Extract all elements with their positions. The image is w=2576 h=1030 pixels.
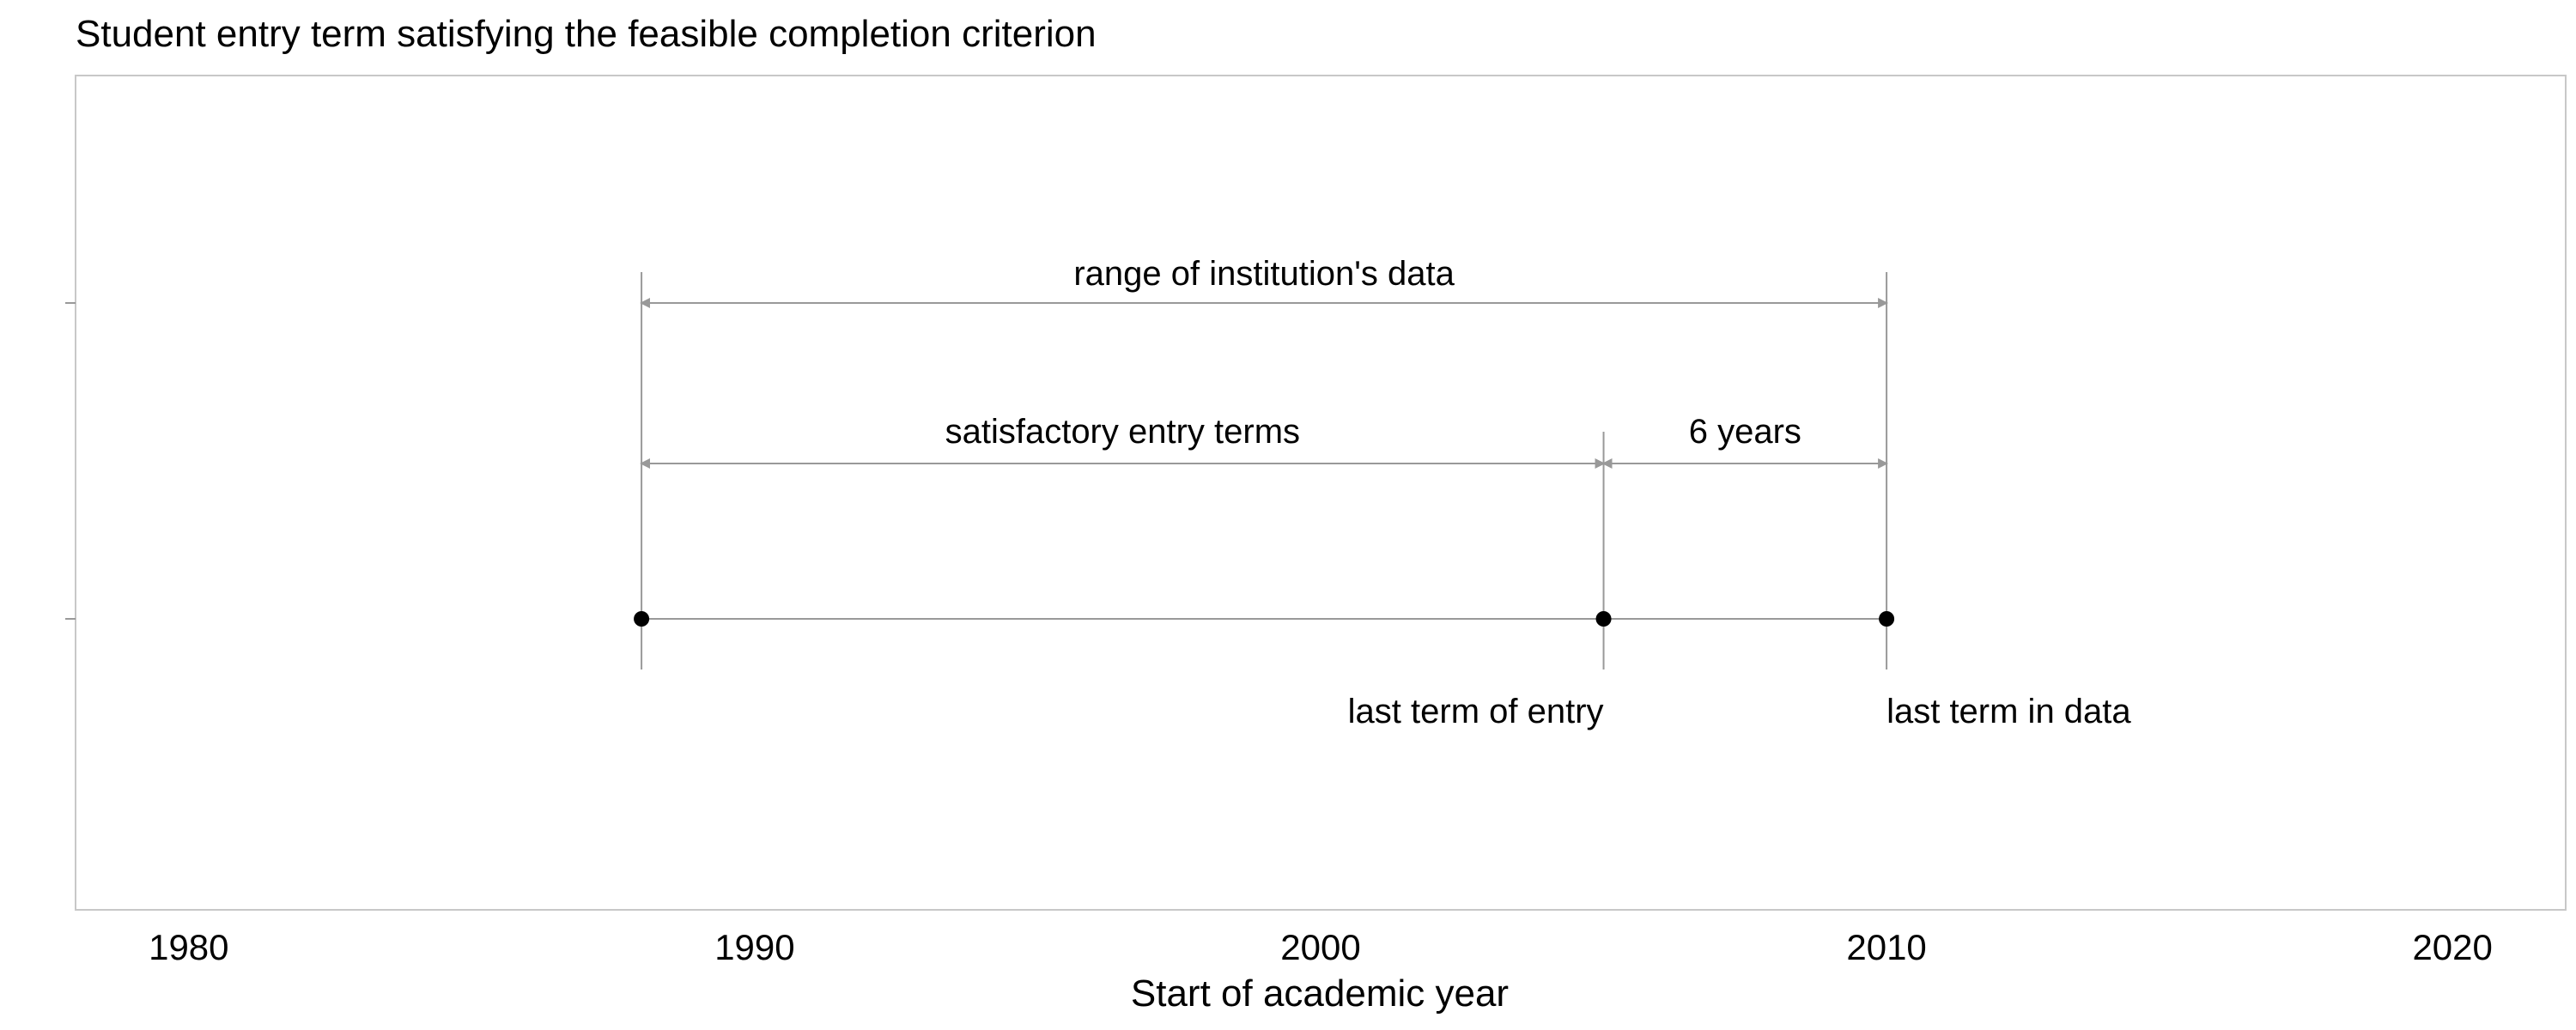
timeline-point	[634, 611, 650, 627]
x-axis-ticks: 1980 1990 2000 2010 2020	[149, 927, 2493, 967]
chart-title: Student entry term satisfying the feasib…	[76, 13, 1097, 55]
span-label: satisfactory entry terms	[945, 413, 1300, 451]
x-tick-label: 1990	[714, 927, 794, 967]
timeline-point	[1879, 611, 1895, 627]
chart-marks: range of institution's data satisfactory …	[634, 255, 2131, 730]
point-label: last term in data	[1886, 693, 2131, 730]
plot-frame	[75, 75, 2567, 911]
point-label: last term of entry	[1348, 693, 1604, 730]
span-label: 6 years	[1689, 413, 1801, 451]
x-tick-label: 2020	[2412, 927, 2492, 967]
x-tick-label: 1980	[149, 927, 228, 967]
x-axis-label: Start of academic year	[1131, 972, 1509, 1015]
span-label: range of institution's data	[1073, 255, 1455, 293]
x-tick-label: 2000	[1280, 927, 1360, 967]
timeline-point	[1595, 611, 1612, 627]
x-tick-label: 2010	[1846, 927, 1926, 967]
